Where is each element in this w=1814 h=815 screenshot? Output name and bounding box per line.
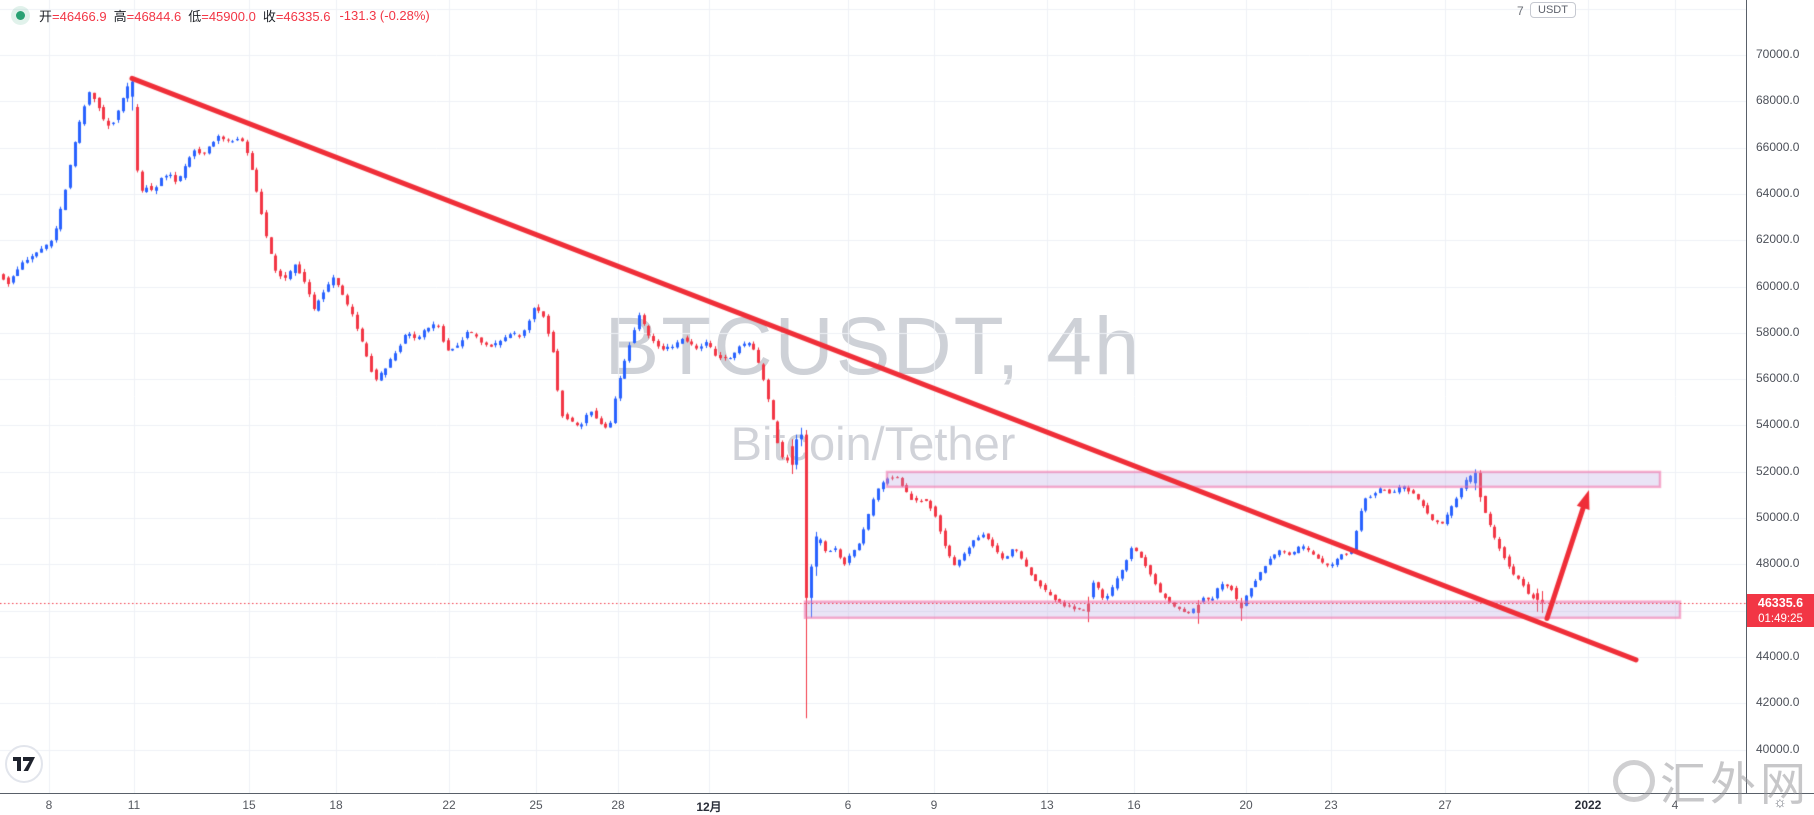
- price-axis-label: 52000.0: [1756, 463, 1800, 478]
- time-axis-label: 13: [1040, 798, 1054, 812]
- price-axis-label: 66000.0: [1756, 139, 1800, 154]
- price-axis-label: 64000.0: [1756, 185, 1800, 200]
- time-axis-label: 4: [1671, 798, 1679, 812]
- ohlc-legend: 开=46466.9 高=46844.6 低=45900.0 收=46335.6 -13…: [10, 6, 430, 25]
- time-axis-label: 6: [844, 798, 852, 812]
- ohlc-item: 低=45900.0: [188, 9, 256, 24]
- current-price-value: 46335.6: [1757, 596, 1804, 610]
- ohlc-item: 收=46335.6: [262, 9, 331, 24]
- price-axis-label: 70000.0: [1756, 47, 1800, 61]
- price-axis-label: 42000.0: [1756, 695, 1800, 710]
- time-axis-label: 25: [529, 798, 543, 812]
- time-axis-label: 2022: [1574, 798, 1602, 812]
- time-axis-label: 20: [1239, 798, 1253, 812]
- time-axis-label: 23: [1324, 798, 1338, 812]
- time-axis-label: 11: [127, 798, 141, 812]
- price-axis-label: 50000.0: [1756, 510, 1800, 524]
- time-axis-label: 15: [242, 798, 256, 812]
- time-axis-label: 12月: [696, 800, 722, 814]
- price-axis-label: 58000.0: [1756, 324, 1800, 339]
- price-axis-label: 62000.0: [1756, 232, 1800, 247]
- clipped-label-fragment: 7: [1517, 4, 1524, 18]
- tradingview-logo-icon[interactable]: [5, 745, 43, 783]
- time-axis-label: 8: [45, 798, 53, 812]
- price-axis-label: 40000.0: [1756, 741, 1800, 756]
- tv-glyph: [13, 757, 35, 771]
- time-axis-label: 18: [329, 798, 343, 812]
- ohlc-item: 开=46466.9: [39, 9, 107, 24]
- axis-settings-icon[interactable]: ☼: [1773, 794, 1787, 811]
- time-axis-label: 28: [611, 798, 625, 812]
- price-axis-label: 68000.0: [1756, 93, 1800, 108]
- price-axis-label: 48000.0: [1756, 556, 1800, 571]
- time-axis-label: 27: [1438, 798, 1452, 812]
- currency-unit-button[interactable]: USDT: [1530, 2, 1576, 18]
- price-axis[interactable]: 70000.0 68000.0 66000.0 64000.0 62000.0 60000…: [1746, 0, 1814, 793]
- time-axis-label: 22: [442, 798, 456, 812]
- price-axis-label: 54000.0: [1756, 417, 1800, 432]
- current-price-tag: 46335.6 01:49:25: [1747, 594, 1814, 627]
- time-axis-label: 9: [930, 798, 938, 812]
- candle-countdown: 01:49:25: [1758, 612, 1803, 625]
- price-axis-label: 44000.0: [1756, 648, 1800, 663]
- price-axis-label: 56000.0: [1756, 371, 1800, 386]
- ohlc-item: 高=46844.6: [113, 9, 182, 24]
- time-axis[interactable]: 8 11 15 18 22 25 28 12月 6 9 13 16 20 23 27 2022 4: [0, 793, 1814, 814]
- series-status-dot-icon: [16, 11, 25, 20]
- candlestick-chart-canvas[interactable]: [0, 0, 1746, 793]
- ohlc-values: 开=46466.9 高=46844.6 低=45900.0 收=46335.6: [39, 6, 337, 25]
- change-value: -131.3 (-0.28%): [339, 8, 430, 23]
- time-axis-label: 16: [1127, 798, 1141, 812]
- price-axis-label: 60000.0: [1756, 278, 1800, 293]
